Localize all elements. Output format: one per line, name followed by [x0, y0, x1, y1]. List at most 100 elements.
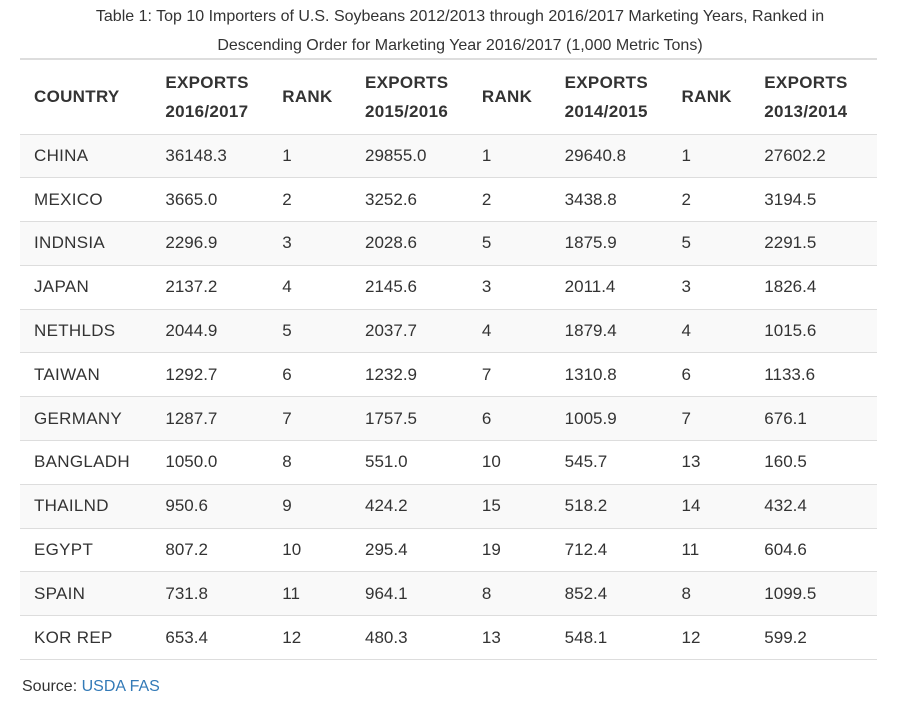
rank-2014-2015-cell: 12 — [681, 627, 701, 647]
rank-2015-2016-cell: 6 — [481, 408, 492, 428]
rank-2014-2015-cell: 3 — [681, 277, 692, 297]
header-year-label: 2014/2015 — [564, 101, 648, 121]
table-row: EGYPT 807.2 10 295.4 19 712.4 11 604.6 9 — [20, 528, 877, 572]
country-cell: KOR REP — [34, 627, 113, 647]
header-rank-2014-2015: RANK — [681, 87, 732, 107]
exports-2016-2017-cell: 950.6 — [165, 496, 208, 516]
source-link[interactable]: USDA FAS — [81, 678, 160, 695]
exports-2013-2014-cell: 604.6 — [764, 540, 807, 560]
exports-2014-2015-cell: 1879.4 — [564, 321, 617, 341]
exports-2016-2017-cell: 731.8 — [165, 583, 208, 603]
country-cell: TAIWAN — [34, 364, 101, 384]
rank-2016-2017-cell: 8 — [282, 452, 292, 472]
rank-2013-2014-cell: 13 — [867, 484, 877, 528]
rank-2014-2015-cell: 2 — [681, 189, 692, 209]
exports-2014-2015-cell: 1875.9 — [564, 233, 617, 253]
rank-2014-2015-cell: 11 — [681, 540, 700, 560]
rank-2013-2014-cell: 5 — [867, 353, 877, 397]
exports-2014-2015-cell: 852.4 — [564, 583, 608, 603]
header-country: COUNTRY — [34, 87, 120, 107]
header-exports-label: EXPORTS — [564, 72, 648, 92]
rank-2016-2017-cell: 5 — [282, 321, 292, 341]
header-year-label: 2013/2014 — [764, 101, 848, 121]
rank-2015-2016-cell: 2 — [481, 189, 492, 209]
rank-2016-2017-cell: 1 — [282, 145, 292, 165]
exports-2013-2014-cell: 1133.6 — [764, 364, 816, 384]
exports-2016-2017-cell: 3665.0 — [165, 189, 218, 209]
exports-2015-2016-cell: 424.2 — [365, 496, 408, 516]
exports-2013-2014-cell: 27602.2 — [764, 145, 826, 165]
country-cell: INDNSIA — [34, 233, 106, 253]
exports-2016-2017-cell: 2296.9 — [165, 233, 218, 253]
exports-2013-2014-cell: 1099.5 — [764, 583, 817, 603]
exports-2015-2016-cell: 551.0 — [365, 452, 408, 472]
source-label: Source: — [22, 678, 82, 695]
exports-2016-2017-cell: 653.4 — [165, 627, 208, 647]
exports-2013-2014-cell: 160.5 — [764, 452, 807, 472]
rank-2016-2017-cell: 9 — [282, 496, 292, 516]
exports-2016-2017-cell: 1292.7 — [165, 364, 218, 384]
header-exports-2014-2015: EXPORTS 2014/2015 — [551, 59, 668, 134]
rank-2014-2015-cell: 7 — [681, 408, 692, 428]
header-exports-2015-2016: EXPORTS 2015/2016 — [351, 59, 468, 134]
table-row: TAIWAN 1292.7 6 1232.9 7 1310.8 6 1133.6 5 — [20, 352, 877, 397]
exports-2014-2015-cell: 3438.8 — [564, 189, 617, 209]
caption-line-1: Table 1: Top 10 Importers of U.S. Soybea… — [95, 8, 825, 25]
exports-2015-2016-cell: 29855.0 — [365, 145, 427, 165]
rank-2016-2017-cell: 3 — [282, 233, 292, 253]
country-cell: BANGLADH — [34, 452, 130, 472]
country-cell: JAPAN — [34, 277, 90, 297]
exports-2013-2014-cell: 676.1 — [764, 408, 807, 428]
exports-2015-2016-cell: 2145.6 — [365, 277, 418, 297]
rank-2015-2016-cell: 10 — [481, 452, 501, 472]
exports-2016-2017-cell: 2044.9 — [165, 321, 218, 341]
exports-2015-2016-cell: 480.3 — [365, 627, 408, 647]
rank-2013-2014-cell: 9 — [867, 528, 877, 572]
rank-2013-2014-cell: 10 — [867, 616, 877, 660]
header-exports-label: EXPORTS — [764, 72, 848, 92]
rank-2015-2016-cell: 15 — [481, 496, 501, 516]
table-row: NETHLDS 2044.9 5 2037.7 4 1879.4 4 1015.6 7 — [20, 309, 877, 353]
exports-2015-2016-cell: 295.4 — [365, 540, 408, 560]
exports-2016-2017-cell: 2137.2 — [165, 277, 218, 297]
rank-2014-2015-cell: 6 — [681, 364, 692, 384]
rank-2013-2014-cell: 8 — [867, 397, 877, 441]
rank-2014-2015-cell: 5 — [681, 233, 692, 253]
rank-2014-2015-cell: 14 — [681, 496, 701, 516]
header-exports-label: EXPORTS — [365, 72, 449, 92]
header-rank-2013-2014: RANK — [867, 59, 877, 134]
exports-2013-2014-cell: 1826.4 — [764, 277, 817, 297]
country-cell: CHINA — [34, 145, 89, 165]
rank-2013-2014-cell: 21 — [867, 441, 877, 485]
exports-2014-2015-cell: 545.7 — [564, 452, 608, 472]
country-cell: EGYPT — [34, 540, 94, 560]
exports-2014-2015-cell: 29640.8 — [564, 145, 627, 165]
table-row: MEXICO 3665.0 2 3252.6 2 3438.8 2 3194.5 2 — [20, 177, 877, 222]
rank-2015-2016-cell: 19 — [481, 540, 501, 560]
exports-2013-2014-cell: 432.4 — [764, 496, 807, 516]
table-row: INDNSIA 2296.9 3 2028.6 5 1875.9 5 2291.5 3 — [20, 221, 877, 266]
exports-2015-2016-cell: 1757.5 — [365, 408, 418, 428]
table-row: BANGLADH 1050.0 8 551.0 10 545.7 13 160.5 21 — [20, 440, 877, 485]
table-body: CHINA36148.3129855.0129640.8127602.21MEX… — [20, 134, 877, 660]
table-row: KOR REP 653.4 12 480.3 13 548.1 12 599.2 10 — [20, 615, 877, 660]
exports-2015-2016-cell: 964.1 — [365, 583, 408, 603]
exports-2014-2015-cell: 1005.9 — [564, 408, 617, 428]
rank-2013-2014-cell: 4 — [867, 265, 877, 309]
exports-2014-2015-cell: 1310.8 — [564, 364, 617, 384]
rank-2016-2017-cell: 11 — [282, 583, 300, 603]
table-scroll-container[interactable]: COUNTRY EXPORTS 2016/2017 RANK EXPORTS 2… — [20, 58, 877, 660]
rank-2016-2017-cell: 4 — [282, 277, 292, 297]
rank-2013-2014-cell: 7 — [867, 309, 877, 353]
exports-2013-2014-cell: 3194.5 — [764, 189, 817, 209]
table-row: THAILND 950.6 9 424.2 15 518.2 14 432.4 13 — [20, 484, 877, 529]
rank-2016-2017-cell: 7 — [282, 408, 292, 428]
rank-2014-2015-cell: 4 — [681, 321, 692, 341]
country-cell: SPAIN — [34, 583, 86, 603]
rank-2013-2014-cell: 6 — [867, 572, 877, 616]
country-cell: GERMANY — [34, 408, 123, 428]
source-line: Source: USDA FAS — [22, 678, 160, 696]
exports-2013-2014-cell: 2291.5 — [764, 233, 817, 253]
rank-2014-2015-cell: 13 — [681, 452, 701, 472]
exports-2014-2015-cell: 548.1 — [564, 627, 608, 647]
